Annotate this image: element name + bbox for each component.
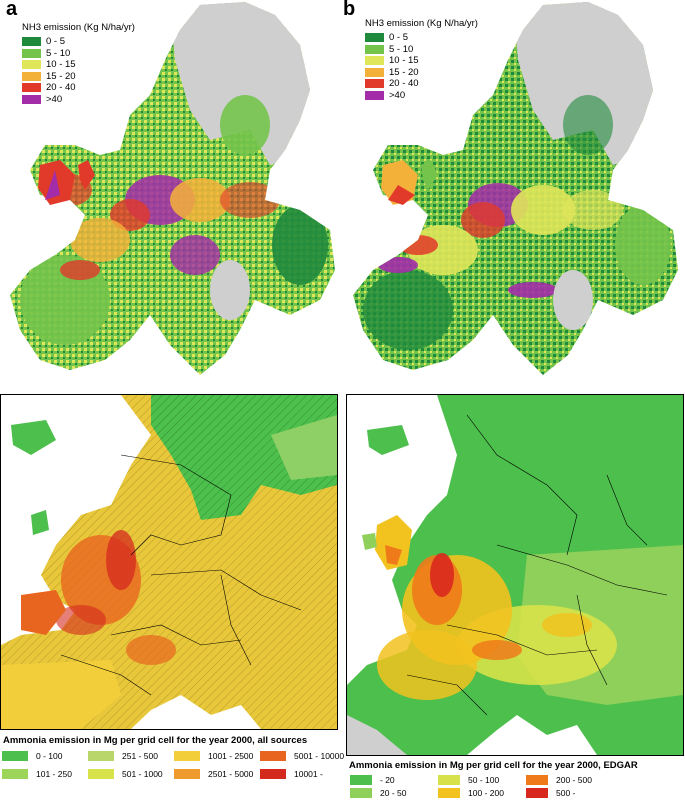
legend-d: - 20 20 - 50 50 - 100 100 - 200 200 - 50…: [346, 775, 684, 801]
legend-b-swatch: [365, 79, 384, 89]
map-c-europe-grid-emissions: [1, 395, 337, 729]
legend-d-swatch: [350, 775, 372, 785]
legend-b-item: 0 - 5: [365, 32, 478, 44]
legend-c-swatch: [2, 751, 28, 761]
legend-c-swatch: [88, 751, 114, 761]
legend-d-item: 20 - 50: [350, 788, 406, 798]
legend-c-swatch: [88, 769, 114, 779]
legend-c-label: 501 - 1000: [122, 769, 163, 779]
legend-d-label: 50 - 100: [468, 775, 500, 785]
legend-a-swatch: [22, 71, 41, 81]
legend-c-item: 501 - 1000: [88, 769, 163, 779]
legend-c-label: 10001 -: [294, 769, 323, 779]
legend-c-item: 251 - 500: [88, 751, 158, 761]
legend-d-item: 50 - 100: [438, 775, 499, 785]
legend-c-swatch: [260, 769, 286, 779]
legend-b-item: 15 - 20: [365, 67, 478, 79]
legend-d-item: 100 - 200: [438, 788, 504, 798]
legend-d-label: - 20: [380, 775, 395, 785]
caption-d: Ammonia emission in Mg per grid cell for…: [349, 760, 638, 771]
map-panel-a: a NH3 emission (Kg N/ha/yr) 0 - 5 5 - 10…: [0, 0, 342, 380]
panel-letter-a: a: [6, 0, 18, 20]
map-panel-b: b NH3 emission (Kg N/ha/yr) 0 - 5 5 - 10…: [343, 0, 685, 380]
legend-d-swatch: [526, 788, 548, 798]
legend-c: 0 - 100 101 - 250 251 - 500 501 - 1000 1…: [0, 751, 345, 797]
legend-c-label: 0 - 100: [36, 751, 63, 761]
legend-b-swatch: [365, 90, 384, 100]
legend-c-label: 1001 - 2500: [208, 751, 254, 761]
legend-a-item: 20 - 40: [22, 82, 135, 94]
legend-d-label: 20 - 50: [380, 788, 407, 798]
legend-a-item: 15 - 20: [22, 71, 135, 83]
legend-d-swatch: [438, 788, 460, 798]
legend-a-swatch: [22, 83, 41, 93]
legend-d-item: 200 - 500: [526, 775, 592, 785]
map-panel-d: [346, 394, 684, 756]
legend-b-label: 15 - 20: [389, 66, 419, 78]
legend-d-item: 500 -: [526, 788, 575, 798]
legend-b-swatch: [365, 67, 384, 77]
legend-c-swatch: [2, 769, 28, 779]
legend-a-item: 10 - 15: [22, 59, 135, 71]
legend-b-swatch: [365, 44, 384, 54]
legend-c-item: 5001 - 10000: [260, 751, 344, 761]
legend-c-item: 0 - 100: [2, 751, 62, 761]
legend-a-swatch: [22, 37, 41, 47]
legend-b-label: 5 - 10: [389, 43, 414, 55]
legend-c-label: 5001 - 10000: [294, 751, 345, 761]
legend-c-item: 1001 - 2500: [174, 751, 253, 761]
legend-b: NH3 emission (Kg N/ha/yr) 0 - 5 5 - 10 1…: [365, 18, 478, 101]
legend-c-label: 251 - 500: [122, 751, 158, 761]
legend-a-swatch: [22, 48, 41, 58]
legend-d-label: 100 - 200: [468, 788, 504, 798]
legend-c-swatch: [174, 769, 200, 779]
panel-letter-b: b: [343, 0, 356, 20]
legend-a-item: >40: [22, 94, 135, 106]
map-panel-c: [0, 394, 338, 730]
legend-a-swatch: [22, 94, 41, 104]
legend-c-item: 10001 -: [260, 769, 323, 779]
legend-b-label: >40: [389, 89, 406, 101]
legend-a-title: NH3 emission (Kg N/ha/yr): [22, 22, 135, 33]
legend-b-label: 20 - 40: [389, 78, 419, 90]
legend-d-label: 500 -: [556, 788, 576, 798]
legend-a-swatch: [22, 60, 41, 70]
legend-a-item: 5 - 10: [22, 48, 135, 60]
legend-b-item: 5 - 10: [365, 44, 478, 56]
legend-a-label: 10 - 15: [46, 59, 76, 71]
legend-d-swatch: [350, 788, 372, 798]
legend-d-label: 200 - 500: [556, 775, 592, 785]
legend-c-swatch: [260, 751, 286, 761]
legend-d-swatch: [438, 775, 460, 785]
caption-c: Ammonia emission in Mg per grid cell for…: [3, 735, 308, 746]
legend-d-item: - 20: [350, 775, 395, 785]
map-a-europe-emissions: [10, 2, 335, 375]
legend-b-swatch: [365, 33, 384, 43]
legend-a-label: 15 - 20: [46, 70, 76, 82]
legend-a-label: 5 - 10: [46, 47, 71, 59]
legend-b-label: 0 - 5: [389, 32, 409, 44]
legend-b-swatch: [365, 56, 384, 66]
legend-b-title: NH3 emission (Kg N/ha/yr): [365, 18, 478, 29]
legend-c-item: 101 - 250: [2, 769, 72, 779]
legend-c-label: 2501 - 5000: [208, 769, 254, 779]
legend-b-item: 20 - 40: [365, 78, 478, 90]
legend-a-label: 0 - 5: [46, 36, 66, 48]
legend-c-item: 2501 - 5000: [174, 769, 253, 779]
legend-d-swatch: [526, 775, 548, 785]
legend-c-label: 101 - 250: [36, 769, 72, 779]
legend-a-label: 20 - 40: [46, 82, 76, 94]
legend-a-label: >40: [46, 93, 63, 105]
legend-c-swatch: [174, 751, 200, 761]
legend-b-item: 10 - 15: [365, 55, 478, 67]
legend-a-item: 0 - 5: [22, 36, 135, 48]
legend-b-item: >40: [365, 90, 478, 102]
map-d-europe-edgar-emissions: [347, 395, 683, 755]
map-b-europe-emissions: [353, 2, 678, 375]
legend-b-label: 10 - 15: [389, 55, 419, 67]
legend-a: NH3 emission (Kg N/ha/yr) 0 - 5 5 - 10 1…: [22, 22, 135, 105]
